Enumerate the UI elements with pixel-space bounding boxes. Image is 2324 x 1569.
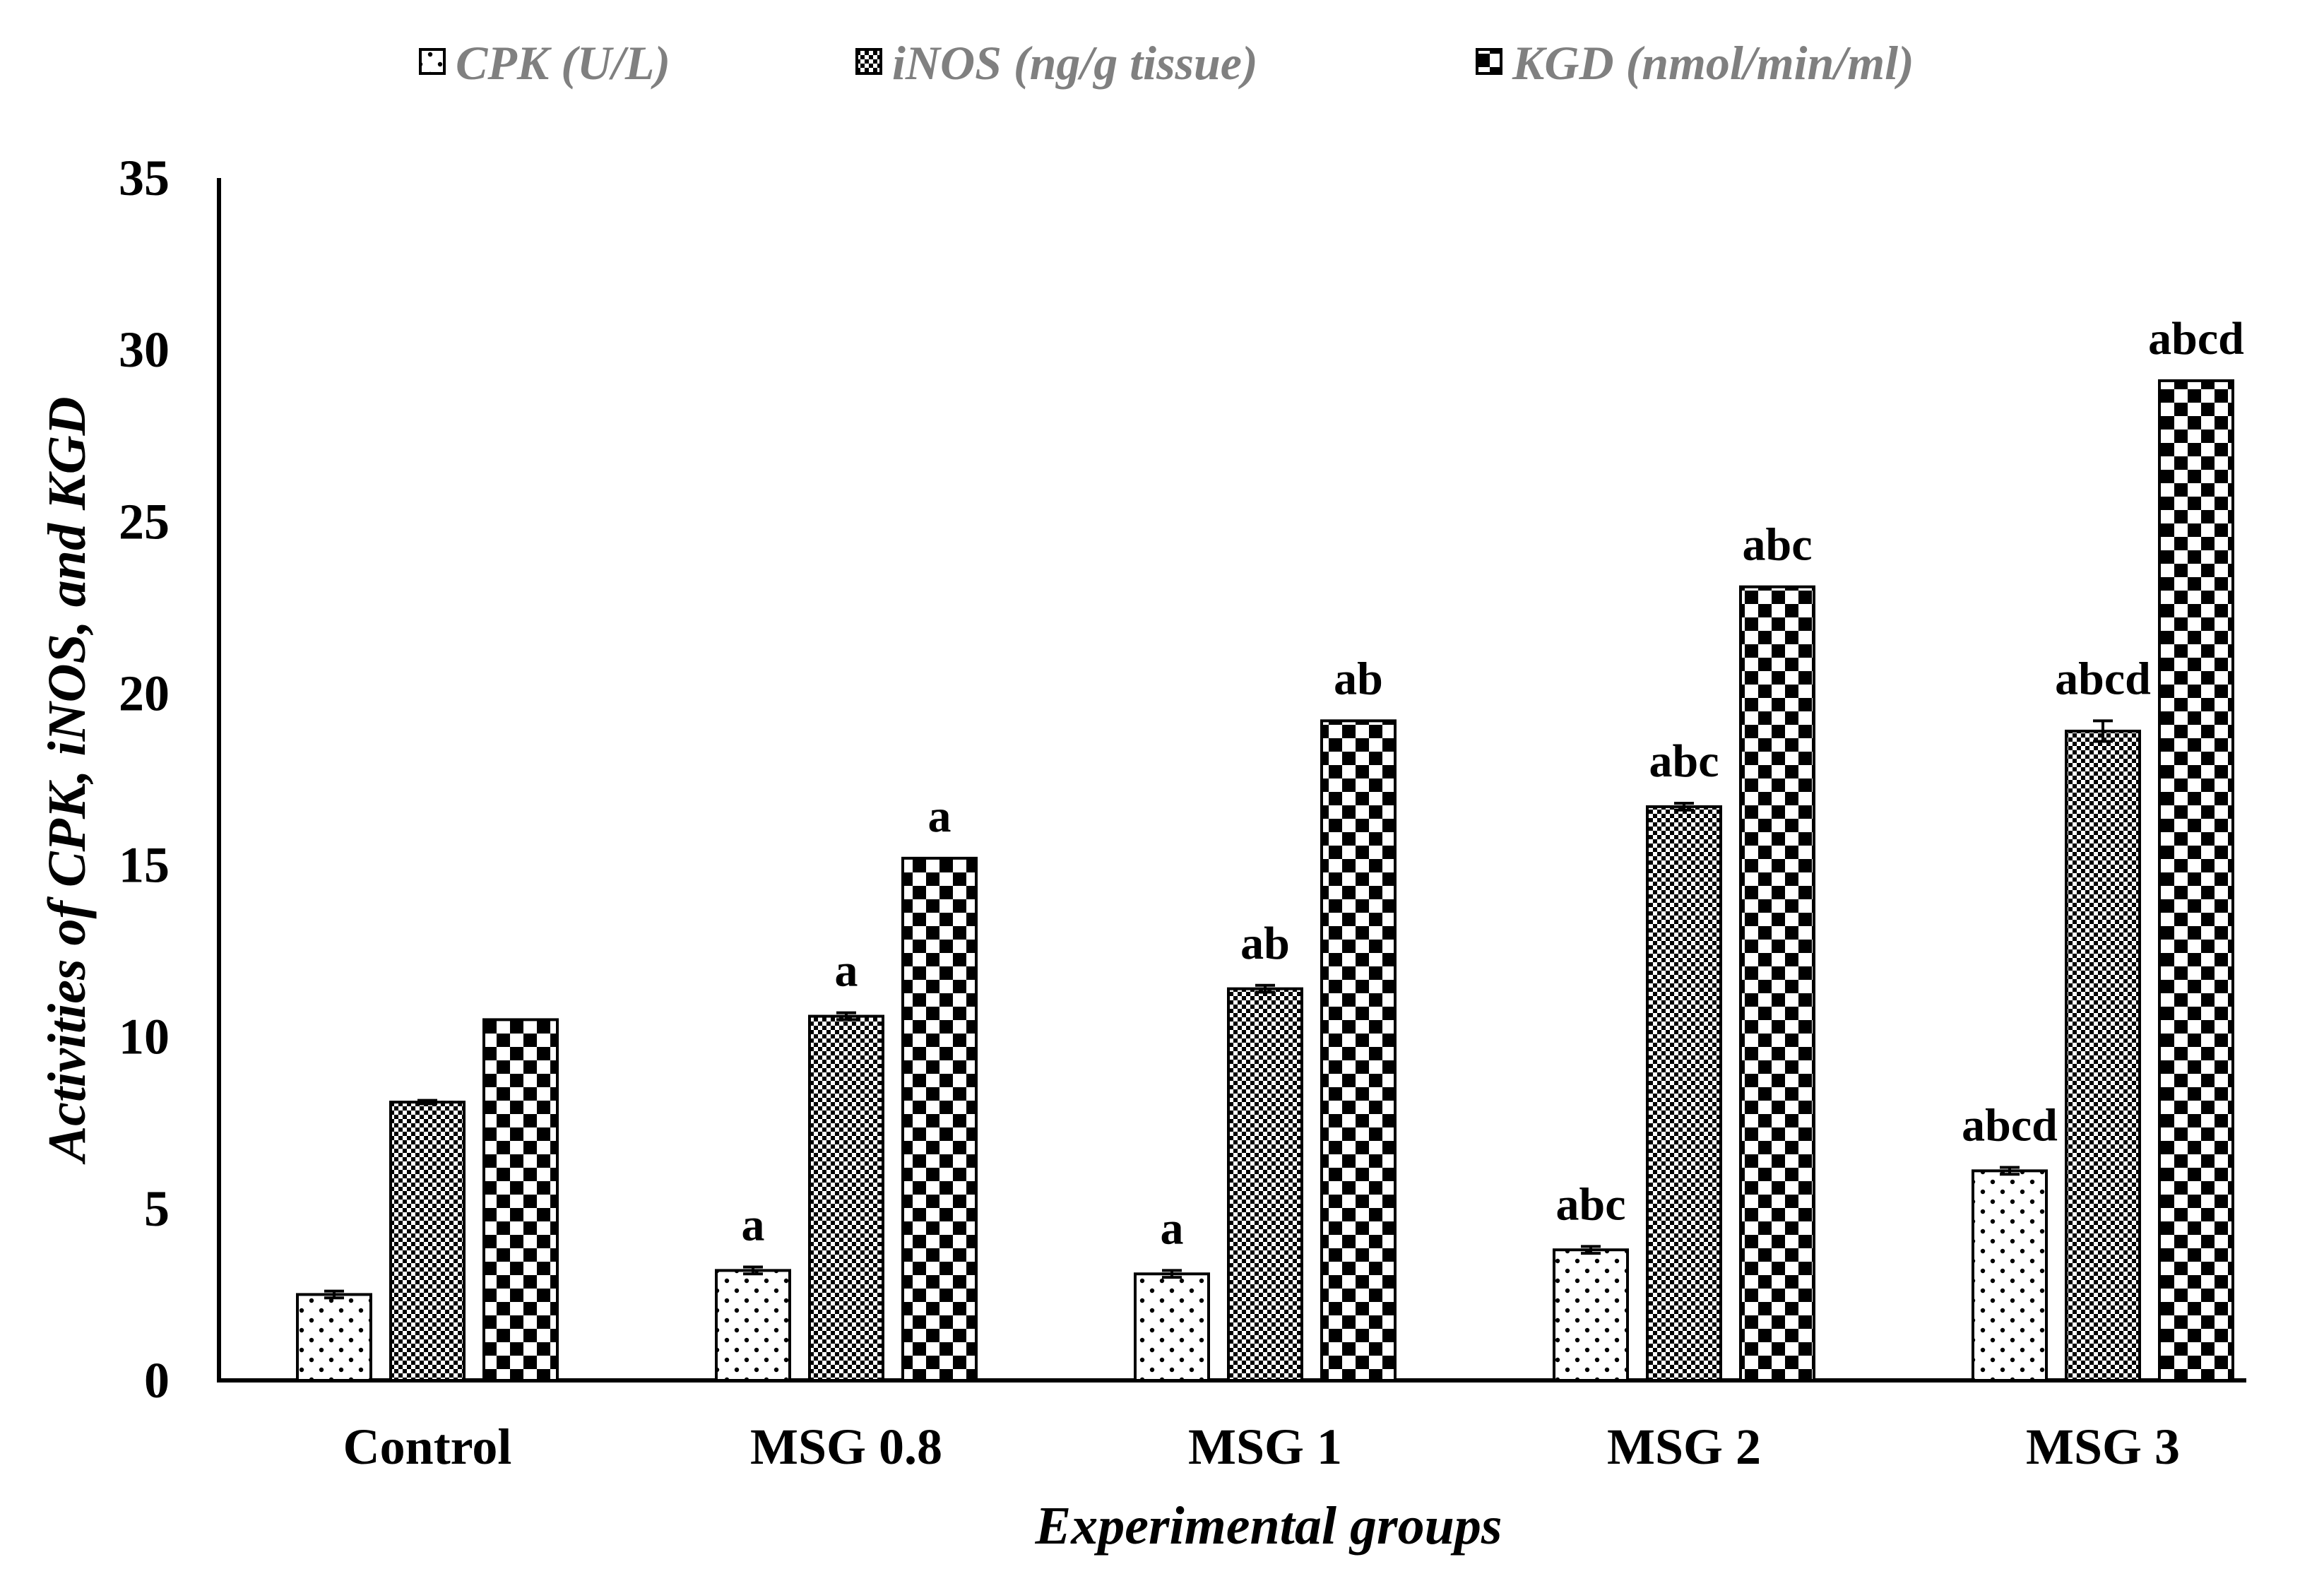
significance-label: abcd (1962, 1100, 2058, 1151)
y-tick-labels: 0 5 10 15 20 25 30 35 (119, 150, 170, 1409)
category-label: MSG 1 (1188, 1419, 1342, 1475)
significance-label: abcd (2148, 313, 2244, 365)
bar (1646, 805, 1722, 1382)
significance-label: ab (1334, 653, 1383, 704)
legend-label: CPK (U/L) (456, 36, 670, 90)
y-tick-label: 30 (119, 321, 170, 378)
category-label: MSG 0.8 (750, 1419, 942, 1475)
bar (1227, 987, 1303, 1382)
category-label: Control (343, 1419, 512, 1475)
significance-label: a (742, 1200, 765, 1251)
y-tick-label: 5 (144, 1180, 170, 1237)
error-bar (1255, 983, 1275, 994)
y-tick-label: 20 (119, 665, 170, 721)
error-bar (1581, 1245, 1601, 1255)
y-tick-label: 15 (119, 837, 170, 894)
bar (1134, 1272, 1210, 1383)
legend-swatch (1476, 48, 1502, 75)
category-labels: Control MSG 0.8 MSG 1 MSG 2 MSG 3 (343, 1419, 2180, 1475)
y-tick-label: 35 (119, 150, 170, 206)
category-label: MSG 2 (1607, 1419, 1761, 1475)
bar (1553, 1248, 1629, 1382)
significance-label: ab (1240, 918, 1290, 969)
significance-label: a (928, 791, 951, 842)
bar (1739, 585, 1815, 1382)
legend-swatch (419, 48, 446, 75)
bar (389, 1101, 466, 1382)
y-axis-title: Activities of CPK, iNOS, and KGD (37, 396, 97, 1164)
error-bar (417, 1099, 437, 1106)
y-tick-label: 25 (119, 493, 170, 550)
error-bar (2093, 719, 2113, 743)
significance-label: abc (1743, 519, 1813, 571)
bar (808, 1014, 884, 1382)
significance-label: abc (1556, 1178, 1626, 1230)
error-bar (2000, 1166, 2020, 1176)
significance-label: abc (1649, 735, 1719, 787)
error-bar (1162, 1269, 1182, 1279)
bar (901, 856, 978, 1382)
error-bar (836, 1011, 856, 1022)
category-label: MSG 3 (2026, 1419, 2180, 1475)
legend-label: iNOS (ng/g tissue) (892, 36, 1258, 90)
bars: a a abc abcd a ab abc abcd a ab abc abcd (296, 313, 2244, 1383)
bar (296, 1293, 372, 1383)
significance-label: abcd (2055, 653, 2151, 704)
legend-label: KGD (nmol/min/ml) (1512, 36, 1914, 90)
error-bar (743, 1265, 763, 1276)
legend: CPK (U/L) iNOS (ng/g tissue) KGD (nmol/min… (419, 36, 1914, 90)
error-bar (1674, 802, 1694, 812)
significance-label: a (1161, 1202, 1184, 1254)
bar (482, 1018, 559, 1383)
bar (1320, 719, 1397, 1382)
significance-label: a (835, 945, 858, 997)
error-bar (324, 1289, 344, 1300)
bar (2158, 379, 2234, 1382)
bar (1972, 1169, 2048, 1382)
bar (715, 1269, 791, 1382)
x-axis-title: Experimental groups (1035, 1496, 1502, 1556)
y-tick-label: 10 (119, 1009, 170, 1065)
y-tick-label: 0 (144, 1352, 170, 1409)
bar (2065, 729, 2141, 1383)
legend-swatch (855, 48, 882, 75)
